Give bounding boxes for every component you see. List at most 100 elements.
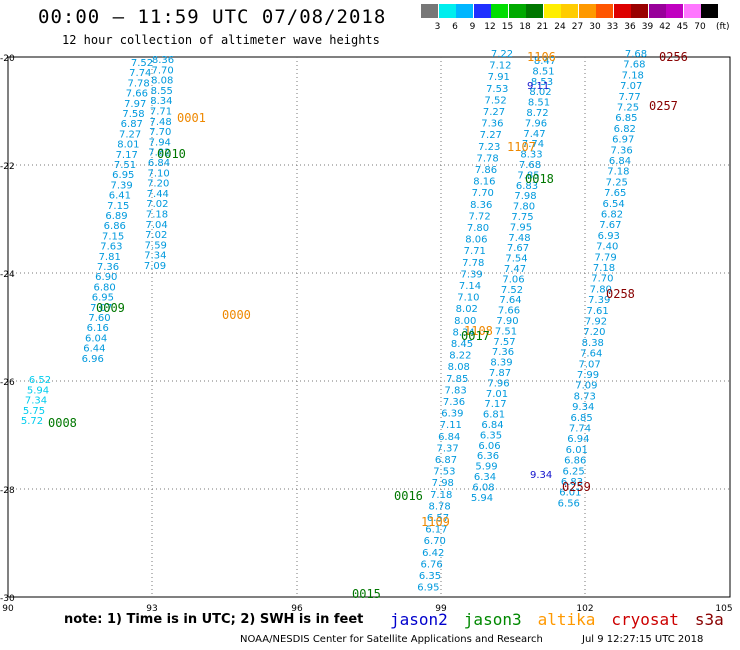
wave-height-value: 7.96 (487, 378, 509, 389)
wave-height-value: 7.23 (478, 142, 500, 153)
wave-height-value: 6.57 (427, 513, 449, 524)
scale-label: 27 (571, 22, 584, 32)
wave-height-value: 7.83 (444, 385, 466, 396)
wave-height-value: 6.94 (567, 434, 589, 445)
wave-height-value: 7.20 (147, 179, 169, 190)
wave-height-value: 6.25 (562, 466, 584, 477)
pass-time-label: 0010 (157, 147, 186, 161)
wave-height-value: 7.74 (129, 68, 151, 79)
wave-height-value: 7.85 (446, 374, 468, 385)
scale-swatch (508, 4, 526, 18)
x-tick-label: 90 (2, 604, 14, 614)
wave-height-value: 9.34 (572, 402, 594, 413)
wave-height-value: 7.86 (475, 165, 497, 176)
pass-time-label: 1108 (464, 324, 493, 338)
wave-height-value: 6.01 (559, 488, 581, 499)
generated-timestamp: Jul 9 12:27:15 UTC 2018 (582, 634, 704, 645)
scale-label: 24 (554, 22, 566, 32)
wave-height-value: 6.54 (602, 199, 624, 210)
pass-time-label: 0258 (606, 287, 635, 301)
y-tick-label: -28 (0, 486, 15, 496)
scale-swatch (631, 4, 648, 18)
wave-height-value: 7.51 (495, 326, 517, 337)
wave-height-value: 7.37 (436, 443, 458, 454)
x-tick-label: 99 (435, 604, 447, 614)
y-tick-label: -26 (0, 378, 15, 388)
satellite-legend: jason2 jason3 altika cryosat s3a (390, 610, 740, 629)
scale-label: 33 (606, 22, 619, 32)
scale-swatch (701, 4, 718, 18)
wave-height-value: 7.47 (504, 264, 526, 275)
wave-height-value: 7.39 (110, 180, 132, 191)
wave-height-value: 7.25 (617, 103, 639, 114)
wave-height-value: 8.53 (531, 77, 553, 88)
wave-height-value: 6.16 (87, 323, 109, 334)
scale-swatch (596, 4, 613, 18)
wave-height-value: 7.98 (514, 191, 536, 202)
wave-height-value: 7.74 (569, 424, 591, 435)
wave-height-value: 6.01 (566, 445, 588, 456)
pass-time-label: 0259 (562, 480, 591, 494)
wave-height-value: 7.25 (606, 177, 628, 188)
wave-height-value: 7.98 (432, 478, 454, 489)
wave-height-value: 7.71 (464, 246, 486, 257)
scale-label: 3 (434, 22, 441, 32)
wave-height-value: 7.27 (480, 130, 502, 141)
wave-height-value: 7.79 (594, 252, 616, 263)
scale-label: 15 (501, 22, 514, 32)
wave-height-value: 6.84 (481, 420, 503, 431)
wave-height-value: 6.96 (82, 354, 104, 365)
wave-height-value: 7.80 (467, 223, 489, 234)
wave-height-value: 8.73 (574, 391, 596, 402)
wave-height-value: 7.18 (146, 210, 168, 221)
wave-height-value: 6.80 (93, 282, 115, 293)
wave-height-value: 8.22 (449, 351, 471, 362)
map-title: 00:00 — 11:59 UTC 07/08/2018 (38, 6, 387, 28)
wave-height-value: 7.80 (590, 284, 612, 295)
wave-height-value: 7.06 (502, 274, 524, 285)
wave-height-value: 7.64 (580, 349, 602, 360)
x-tick-label: 105 (715, 604, 732, 614)
pass-time-label: 0001 (177, 111, 206, 125)
scale-swatch (438, 4, 456, 18)
wave-height-value: 7.39 (588, 295, 610, 306)
scale-label: 45 (676, 22, 689, 32)
scale-label: 18 (519, 22, 531, 32)
pass-time-label: 0016 (394, 489, 423, 503)
pass-time-label: 0017 (461, 329, 490, 343)
wave-height-value: 8.72 (526, 108, 548, 119)
wave-height-value: 7.36 (97, 262, 119, 273)
wave-height-value: 7.85 (517, 170, 539, 181)
plot-frame (7, 56, 731, 598)
wave-height-value: 8.78 (428, 501, 450, 512)
wave-height-value: 8.08 (448, 362, 470, 373)
pass-time-label: 0009 (96, 301, 125, 315)
wave-height-value: 7.48 (508, 233, 530, 244)
wave-height-value: 7.54 (505, 254, 527, 265)
wave-height-value: 7.96 (525, 118, 547, 129)
wave-height-value: 7.52 (501, 285, 523, 296)
wave-height-value: 6.41 (109, 191, 131, 202)
scale-swatch (578, 4, 596, 18)
satellite-jason3: jason3 (463, 610, 522, 629)
wave-height-value: 8.02 (456, 304, 478, 315)
y-tick-label: -30 (0, 594, 15, 604)
wave-height-value: 7.09 (144, 261, 166, 272)
wave-height-value: 6.86 (104, 221, 126, 232)
wave-height-value: 7.36 (481, 119, 503, 130)
scale-swatch (491, 4, 508, 18)
wave-height-value: 6.90 (95, 272, 117, 283)
wave-height-value: 6.93 (598, 231, 620, 242)
wave-height-value: 7.52 (131, 58, 153, 69)
wave-height-value: 7.10 (147, 168, 169, 179)
scale-swatch (648, 4, 666, 18)
wave-height-value: 7.53 (433, 467, 455, 478)
wave-height-value: 7.36 (492, 347, 514, 358)
wave-height-value: 8.08 (151, 76, 173, 87)
wave-height-value: 8.34 (150, 96, 172, 107)
wave-height-value: 9.34 (530, 470, 552, 481)
wave-height-value: 5.75 (23, 406, 45, 417)
wave-height-value: 7.82 (148, 148, 170, 159)
wave-height-value: 7.57 (493, 337, 515, 348)
wave-height-value: 7.36 (610, 145, 632, 156)
